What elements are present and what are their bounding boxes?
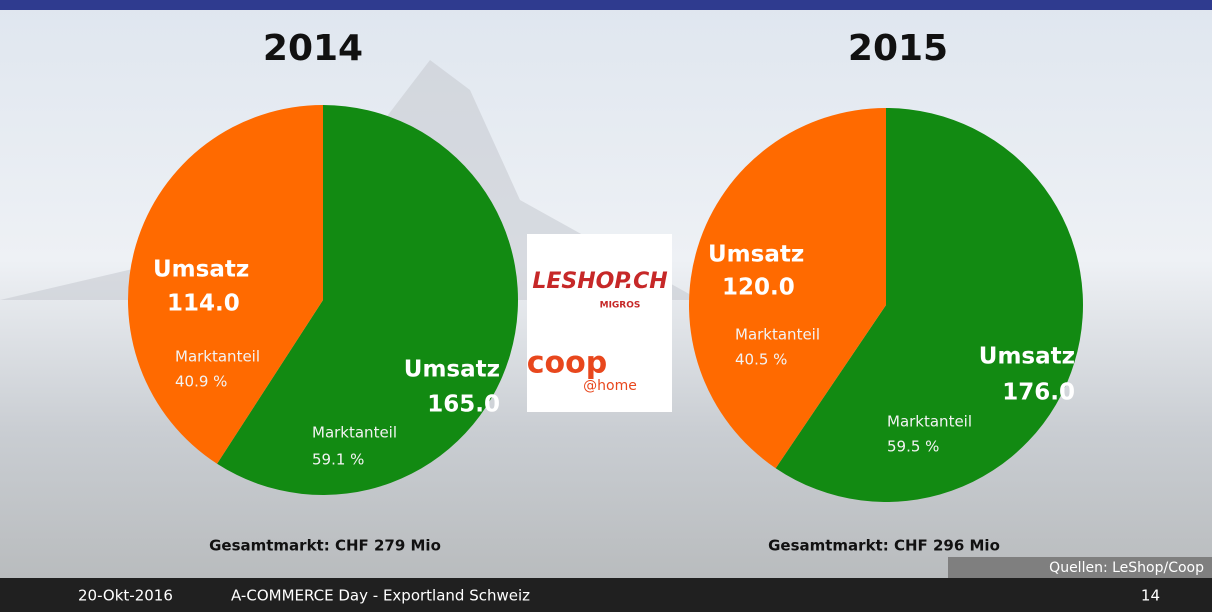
share-title: Marktanteil — [887, 413, 972, 431]
caption: Gesamtmarkt: CHF 296 Mio — [768, 537, 1000, 555]
home-logo: @home — [583, 378, 637, 394]
value-title: Umsatz — [153, 257, 249, 283]
slide: LESHOP.CH MIGROS coop @home Quellen: LeS… — [0, 0, 1212, 612]
value-label: 114.0 — [167, 291, 240, 317]
value-label: 120.0 — [722, 275, 795, 301]
value-title: Umsatz — [979, 344, 1075, 370]
share-title: Marktanteil — [735, 326, 820, 344]
coop-logo: coop — [527, 346, 607, 381]
share-label: 59.5 % — [887, 438, 939, 456]
footer-bar — [0, 578, 1212, 612]
footer-date: 20-Okt-2016 — [78, 587, 173, 605]
share-label: 40.5 % — [735, 351, 787, 369]
value-title: Umsatz — [404, 357, 500, 383]
migros-logo: MIGROS — [600, 301, 641, 311]
share-title: Marktanteil — [175, 348, 260, 366]
footer-page: 14 — [1141, 587, 1160, 605]
share-label: 40.9 % — [175, 373, 227, 391]
footer-event: A-COMMERCE Day - Exportland Schweiz — [231, 587, 530, 605]
top-bar — [0, 0, 1212, 10]
value-title: Umsatz — [708, 242, 804, 268]
caption: Gesamtmarkt: CHF 279 Mio — [209, 537, 441, 555]
leshop-logo: LESHOP.CH — [532, 269, 667, 294]
value-label: 165.0 — [427, 392, 500, 418]
share-title: Marktanteil — [312, 424, 397, 442]
chart-title: 2014 — [263, 28, 363, 69]
chart-title: 2015 — [848, 28, 948, 69]
value-label: 176.0 — [1002, 380, 1075, 406]
source: Quellen: LeShop/Coop — [1049, 560, 1204, 576]
share-label: 59.1 % — [312, 451, 364, 469]
